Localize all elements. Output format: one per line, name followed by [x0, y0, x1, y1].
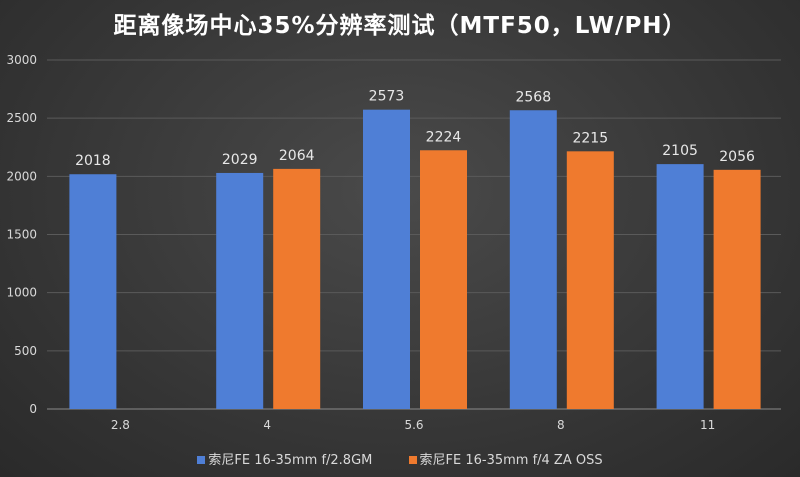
- bar: [273, 168, 321, 409]
- bar: [656, 164, 704, 409]
- legend-item-za: 索尼FE 16-35mm f/4 ZA OSS: [408, 453, 603, 468]
- data-label: 2029: [222, 152, 258, 168]
- legend: 索尼FE 16-35mm f/2.8GM 索尼FE 16-35mm f/4 ZA…: [0, 449, 800, 468]
- bar: [363, 109, 410, 410]
- x-tick-label: 4: [263, 418, 271, 432]
- data-label: 2573: [369, 89, 405, 105]
- y-tick-label: 1000: [6, 286, 37, 300]
- data-label: 2568: [515, 89, 551, 105]
- data-label: 2056: [719, 149, 755, 165]
- y-tick-label: 500: [14, 344, 37, 358]
- legend-swatch-orange: [408, 456, 417, 464]
- chart-title: 距离像场中心35%分辨率测试（MTF50，LW/PH）: [113, 13, 687, 39]
- legend-swatch-blue: [197, 456, 206, 464]
- x-tick-label: 2.8: [111, 418, 130, 432]
- data-label: 2224: [426, 129, 462, 145]
- data-label: 2064: [279, 148, 315, 164]
- x-tick-label: 11: [700, 418, 715, 432]
- data-label: 2105: [662, 143, 698, 159]
- bar: [420, 150, 467, 410]
- y-tick-label: 1500: [6, 228, 37, 242]
- bar: [713, 169, 761, 409]
- x-tick-label: 5.6: [404, 418, 423, 432]
- x-tick-label: 8: [557, 418, 565, 432]
- y-tick-label: 0: [29, 402, 37, 416]
- y-tick-label: 2500: [6, 111, 37, 125]
- bar: [566, 151, 614, 410]
- y-tick-label: 2000: [6, 169, 37, 183]
- legend-label: 索尼FE 16-35mm f/2.8GM: [208, 453, 373, 468]
- data-label: 2215: [572, 130, 608, 146]
- legend-item-gm: 索尼FE 16-35mm f/2.8GM: [197, 453, 372, 468]
- y-tick-label: 3000: [6, 53, 37, 67]
- bar: [69, 174, 117, 409]
- legend-label: 索尼FE 16-35mm f/4 ZA OSS: [419, 453, 603, 468]
- data-label: 2018: [75, 153, 111, 169]
- bar: [216, 172, 264, 409]
- bar: [509, 110, 557, 410]
